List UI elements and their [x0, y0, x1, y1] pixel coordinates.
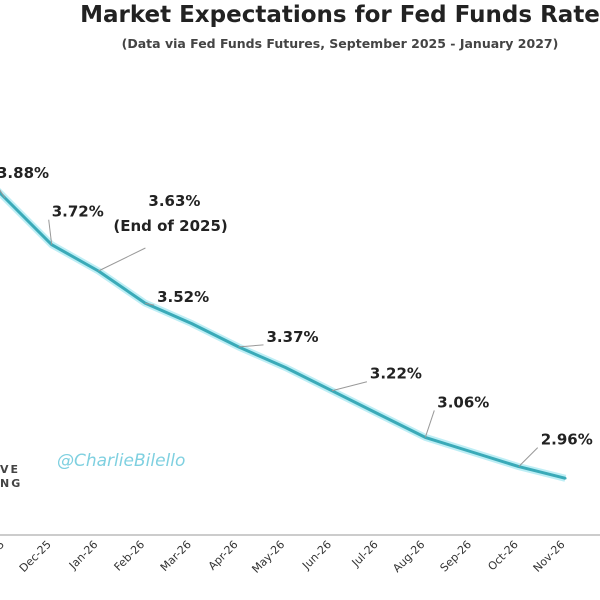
x-tick-label: Mar-26 [158, 538, 194, 574]
x-tick-label: Nov-26 [531, 538, 568, 575]
logo: VE NG [0, 463, 23, 490]
annotation-leader [424, 410, 435, 438]
x-tick-label: Aug-26 [390, 538, 427, 575]
watermark: @CharlieBilello [57, 451, 186, 471]
x-tick-label: Jan-26 [66, 538, 101, 573]
x-tick-label: Nov-25 [0, 538, 7, 575]
series-line [0, 190, 566, 480]
x-tick-label: Feb-26 [112, 538, 148, 574]
annotation-leader [144, 302, 155, 306]
x-tick-label: Jun-26 [299, 538, 334, 573]
data-label: 3.72% [52, 203, 104, 221]
x-tick-label: Apr-26 [206, 538, 241, 573]
data-label: 3.37% [267, 328, 319, 346]
data-label: 2.96% [541, 431, 593, 449]
data-label: 3.22% [370, 365, 422, 383]
x-tick-label: Jul-26 [349, 538, 381, 570]
data-label-note: (End of 2025) [113, 217, 227, 235]
data-label: 3.06% [437, 393, 489, 411]
data-label: 3.88% [0, 164, 49, 182]
annotation-leader [238, 344, 264, 348]
chart-subtitle: (Data via Fed Funds Futures, September 2… [121, 36, 559, 51]
data-point [564, 477, 567, 480]
x-tick-label: May-26 [249, 538, 287, 576]
x-tick-label: Oct-26 [485, 538, 520, 573]
data-point [470, 450, 474, 454]
annotation-leader [518, 447, 539, 467]
data-label: 3.63% [148, 192, 200, 210]
data-point [377, 412, 380, 416]
data-point [190, 322, 193, 325]
data-label: 3.52% [157, 288, 209, 306]
annotation-leader [0, 189, 6, 199]
annotation-leader [331, 381, 368, 392]
chart-title: Market Expectations for Fed Funds Rate [80, 2, 600, 28]
annotation-leader [48, 219, 53, 245]
annotation-leader [98, 247, 146, 272]
x-tick-label: Dec-25 [17, 538, 54, 575]
data-point [284, 366, 287, 369]
x-tick-label: Sep-26 [438, 538, 475, 575]
